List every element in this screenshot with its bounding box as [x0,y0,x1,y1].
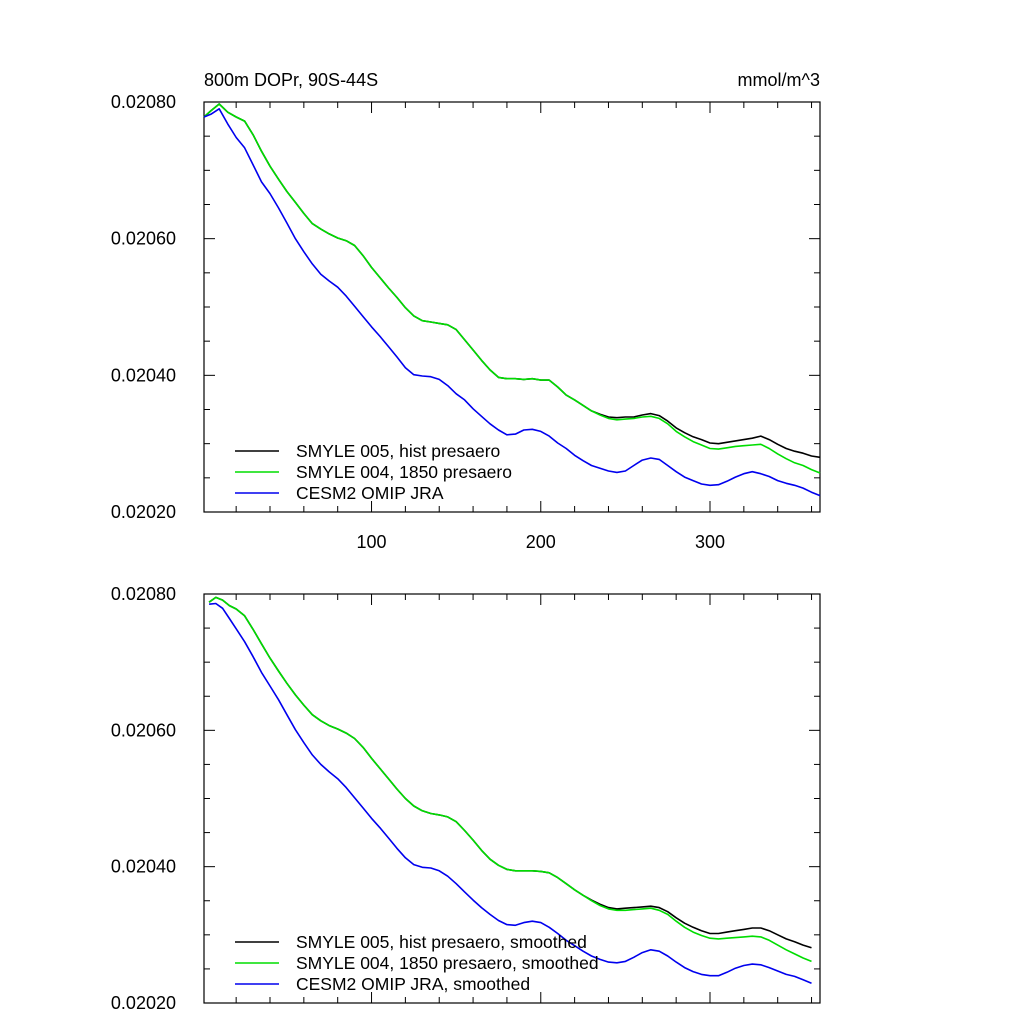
series-line [209,602,812,984]
series-line [203,103,821,459]
panel-title: 800m DOPr, 90S-44S [204,70,378,90]
series-line [208,596,812,963]
y-tick-label: 0.02040 [111,857,176,877]
legend-label: SMYLE 004, 1850 presaero, smoothed [296,953,599,973]
y-tick-label: 0.02080 [111,584,176,604]
legend-label: SMYLE 004, 1850 presaero [296,462,512,482]
y-tick-label: 0.02060 [111,229,176,249]
series-line [208,596,812,949]
panel-top: 800m DOPr, 90S-44S mmol/m^3 100 200 300 0.0… [111,70,821,552]
panel-units: mmol/m^3 [738,70,820,90]
x-tick-label: 100 [357,532,387,552]
y-tick-label: 0.02040 [111,365,176,385]
legend-label: CESM2 OMIP JRA, smoothed [296,974,530,994]
series-line [203,108,821,497]
x-tick-label: 200 [526,532,556,552]
y-tick-label: 0.02080 [111,92,176,112]
y-tick-label: 0.02020 [111,502,176,522]
legend-label: CESM2 OMIP JRA [296,483,444,503]
y-tick-label: 0.02060 [111,720,176,740]
legend-label: SMYLE 005, hist presaero, smoothed [296,932,587,952]
x-tick-label: 300 [695,532,725,552]
legend-label: SMYLE 005, hist presaero [296,441,500,461]
series-line [203,103,821,474]
y-tick-label: 0.02020 [111,993,176,1013]
panel-bottom: 0.02020 0.02040 0.02060 0.02080 SMYLE 005, h… [111,584,821,1013]
